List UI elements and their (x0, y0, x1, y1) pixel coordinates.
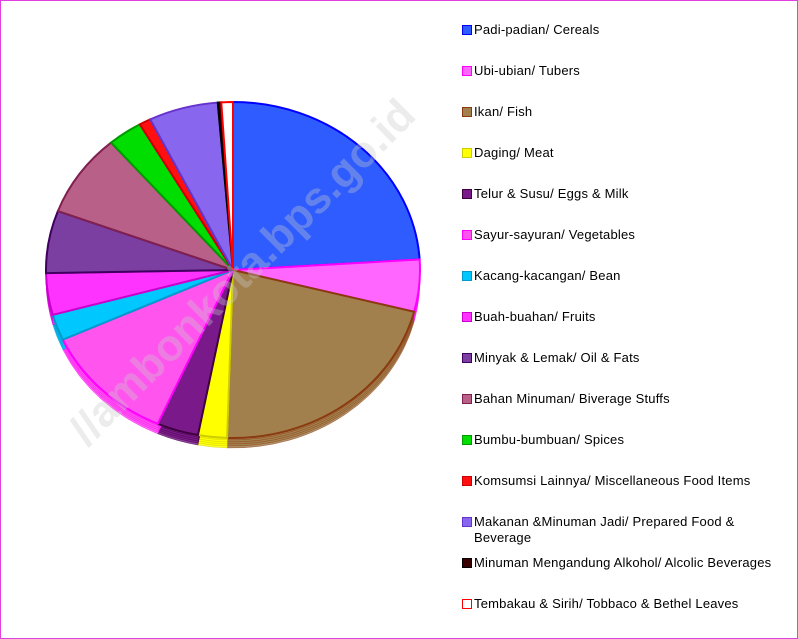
legend-swatch (462, 558, 472, 568)
legend-item: Kacang-kacangan/ Bean (462, 268, 777, 284)
legend-label: Minuman Mengandung Alkohol/ Alcolic Beve… (474, 555, 772, 570)
legend-swatch (462, 148, 472, 158)
legend-swatch (462, 353, 472, 363)
legend-item: Makanan &Minuman Jadi/ Prepared Food & B… (462, 514, 777, 546)
legend-swatch (462, 230, 472, 240)
legend-label: Komsumsi Lainnya/ Miscellaneous Food Ite… (474, 473, 751, 488)
legend-swatch (462, 271, 472, 281)
legend-item: Bumbu-bumbuan/ Spices (462, 432, 777, 448)
legend-swatch (462, 394, 472, 404)
legend-label: Bumbu-bumbuan/ Spices (474, 432, 625, 447)
legend-label: Kacang-kacangan/ Bean (474, 268, 621, 283)
legend-label: Ikan/ Fish (474, 104, 533, 119)
pie-slice (56, 141, 234, 271)
pie-slice (61, 268, 236, 426)
legend-label: Tembakau & Sirih/ Tobbaco & Bethel Leave… (474, 596, 739, 611)
legend-item: Buah-buahan/ Fruits (462, 309, 777, 325)
legend-swatch (462, 312, 472, 322)
legend-label: Daging/ Meat (474, 145, 554, 160)
legend-item: Padi-padian/ Cereals (462, 22, 777, 38)
legend-item: Ubi-ubian/ Tubers (462, 63, 777, 79)
legend-label: Bahan Minuman/ Biverage Stuffs (474, 391, 670, 406)
legend-item: Bahan Minuman/ Biverage Stuffs (462, 391, 777, 407)
legend-swatch (462, 189, 472, 199)
pie-slice (232, 100, 421, 272)
pie-chart (45, 100, 421, 449)
legend-label: Ubi-ubian/ Tubers (474, 63, 581, 78)
legend-label: Makanan &Minuman Jadi/ Prepared Food & B… (474, 514, 735, 545)
legend-label: Padi-padian/ Cereals (474, 22, 600, 37)
legend-item: Daging/ Meat (462, 145, 777, 161)
legend-item: Telur & Susu/ Eggs & Milk (462, 186, 777, 202)
legend-swatch (462, 25, 472, 35)
legend-label: Buah-buahan/ Fruits (474, 309, 596, 324)
legend-item: Sayur-sayuran/ Vegetables (462, 227, 777, 243)
legend-item: Tembakau & Sirih/ Tobbaco & Bethel Leave… (462, 596, 777, 612)
legend-item: Komsumsi Lainnya/ Miscellaneous Food Ite… (462, 473, 777, 489)
legend-label: Telur & Susu/ Eggs & Milk (474, 186, 629, 201)
legend-item: Ikan/ Fish (462, 104, 777, 120)
legend-swatch (462, 66, 472, 76)
pie-slice (220, 100, 234, 271)
legend-swatch (462, 107, 472, 117)
legend-swatch (462, 599, 472, 609)
legend-label: Minyak & Lemak/ Oil & Fats (474, 350, 640, 365)
legend-label: Sayur-sayuran/ Vegetables (474, 227, 636, 242)
legend-item: Minuman Mengandung Alkohol/ Alcolic Beve… (462, 555, 777, 571)
legend-swatch (462, 435, 472, 445)
legend-swatch (462, 517, 472, 527)
legend-item: Minyak & Lemak/ Oil & Fats (462, 350, 777, 366)
pie-slice (226, 268, 416, 439)
legend-swatch (462, 476, 472, 486)
